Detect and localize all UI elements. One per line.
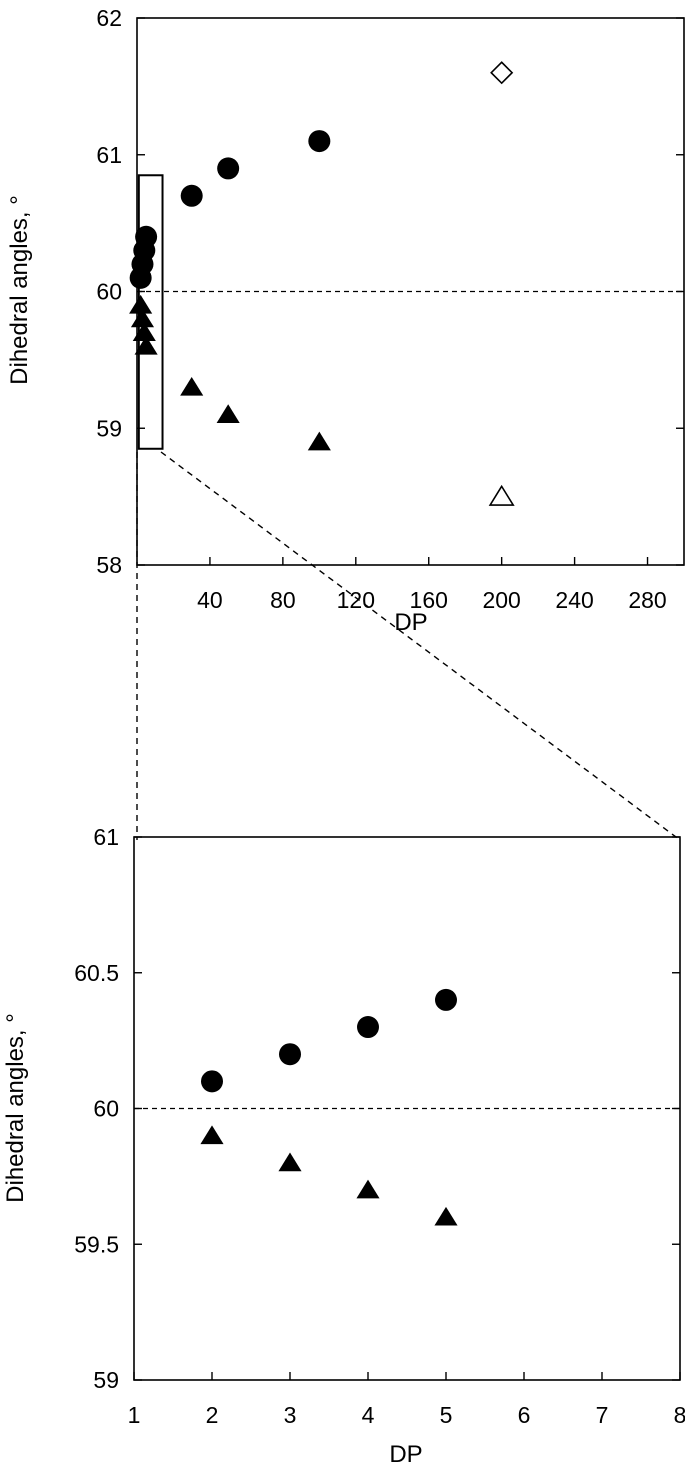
y-tick-label: 60: [96, 279, 122, 305]
data-point-circle: [435, 988, 457, 1011]
series-filled-triangle: [200, 1125, 458, 1226]
x-tick-label: 120: [337, 587, 375, 613]
x-tick-label: 240: [555, 587, 593, 613]
x-tick-label: 3: [284, 1402, 297, 1428]
series-filled-circle: [129, 130, 331, 289]
chart-top: Dihedral angles, ° DP 58 59 60 61 62 40 80 120 1…: [6, 5, 685, 636]
series-open-diamond: [490, 61, 514, 85]
y-tick-label: 58: [96, 552, 122, 578]
data-point-circle: [357, 1016, 379, 1039]
data-point-triangle: [307, 431, 331, 451]
data-point-triangle: [132, 322, 156, 341]
chart-bottom: Dihedral angles, ° DP 59 59.5 60 60.5 61 1 2 3 4…: [2, 824, 685, 1468]
x-tick-label: 6: [518, 1402, 531, 1428]
zoom-connector-right: [160, 451, 681, 841]
data-point-triangle: [278, 1152, 302, 1172]
x-tick-label: 8: [674, 1402, 685, 1428]
x-axis-title: DP: [389, 1441, 422, 1468]
zoom-connectors: [136, 451, 681, 841]
y-tick-label: 59: [93, 1367, 119, 1393]
data-point-triangle: [216, 404, 240, 423]
x-axis-title: DP: [394, 609, 427, 636]
data-point-triangle: [129, 294, 153, 314]
data-point-circle: [180, 184, 203, 207]
x-tick-label: 5: [440, 1402, 453, 1428]
x-tick-label: 40: [197, 587, 223, 613]
x-tick-label: 280: [628, 587, 666, 613]
x-tick-label: 160: [410, 587, 448, 613]
data-point-triangle: [434, 1206, 458, 1226]
data-point-circle: [308, 130, 331, 153]
series-filled-triangle: [129, 294, 331, 451]
data-point-circle: [217, 157, 240, 180]
series-filled-circle: [201, 988, 457, 1093]
y-axis-title: Dihedral angles, °: [6, 195, 33, 385]
x-tick-label: 4: [362, 1402, 375, 1428]
x-tick-label: 200: [482, 587, 520, 613]
data-point-open-diamond: [490, 61, 514, 85]
data-point-triangle: [130, 308, 155, 328]
x-tick-label: 80: [270, 587, 296, 613]
y-tick-label: 62: [96, 5, 122, 31]
y-tick-label: 60: [93, 1096, 119, 1122]
data-point-triangle: [200, 1125, 224, 1145]
x-tick-label: 7: [596, 1402, 609, 1428]
x-tick-label: 2: [206, 1402, 219, 1428]
series-open-triangle: [488, 484, 515, 506]
data-point-triangle: [134, 335, 158, 355]
data-point-circle: [279, 1043, 301, 1066]
y-tick-label: 61: [96, 142, 122, 168]
x-tick-label: 1: [128, 1402, 141, 1428]
data-point-triangle: [180, 376, 204, 396]
y-tick-label: 61: [93, 824, 119, 850]
y-tick-label: 60.5: [74, 960, 119, 986]
data-point-circle: [201, 1070, 223, 1093]
y-tick-label: 59: [96, 415, 122, 441]
y-tick-label: 59.5: [74, 1231, 119, 1257]
data-point-circle: [135, 225, 158, 248]
y-axis-title: Dihedral angles, °: [2, 1013, 29, 1203]
data-point-triangle: [356, 1179, 380, 1199]
data-point-open-triangle: [488, 484, 515, 506]
